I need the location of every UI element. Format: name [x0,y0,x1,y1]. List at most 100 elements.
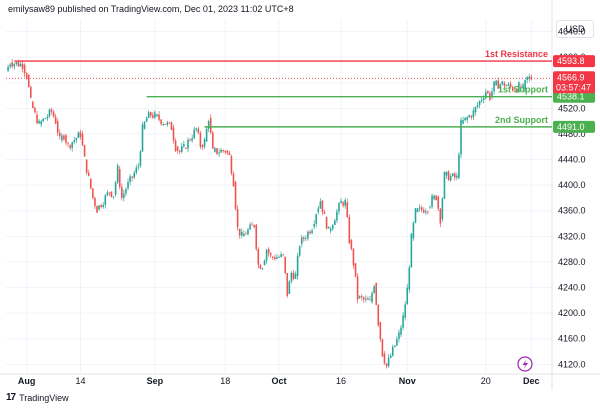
candle-body [468,115,471,118]
candle-body [509,83,512,87]
candle-body [437,196,440,209]
candle-body [178,150,181,152]
candle-body [141,124,144,152]
candles [7,58,533,369]
candle-body [391,346,394,356]
candle-body [342,202,344,206]
candle-body [480,99,483,102]
footer-brand[interactable]: TradingView [19,392,69,403]
candle-body [410,233,413,268]
candle-body [118,169,121,187]
candle-body [96,206,98,213]
candle-body [344,200,346,206]
candle-body [42,118,45,122]
candle-body [435,195,437,201]
candle-body [383,353,386,364]
candle-body [425,211,427,213]
lightning-event-icon[interactable] [517,356,533,372]
candle-body [396,338,398,346]
candle-body [81,133,84,146]
candle-body [207,121,210,129]
time-tick-label: Dec [523,376,540,386]
candle-body [472,110,475,118]
candle-body [524,79,526,90]
candle-body [462,120,464,124]
level-price-badge [553,120,595,133]
candle-body [526,76,528,80]
candle-body [381,339,384,357]
candle-body [158,114,160,120]
tradingview-logo[interactable]: 17 [6,392,16,403]
candle-body [13,63,16,67]
candle-body [408,267,411,290]
candle-body [89,178,92,189]
candle-body [253,225,255,228]
level-price-badge [553,55,595,68]
currency-button[interactable]: USD [556,20,594,38]
candle-body [520,86,522,89]
candle-body [274,257,276,259]
candle-body [336,211,338,221]
candle-body [54,116,57,124]
candle-body [100,205,102,207]
candle-body [460,119,462,155]
candle-body [389,355,392,358]
candle-body [85,159,88,173]
candle-body [226,150,229,153]
candle-body [340,200,342,204]
last-price-badge [553,71,595,94]
candle-body [511,86,514,91]
candle-body [503,83,506,87]
candle-body [466,117,469,120]
candle-body [222,149,224,152]
candle-body [317,208,320,212]
candle-body [516,89,518,93]
candle-body [338,203,340,212]
candle-body [193,129,196,139]
candle-body [65,135,67,143]
candle-body [259,265,262,269]
candle-body [367,298,369,300]
candle-body [245,233,247,235]
time-axis[interactable]: Aug 14 Sep 18 Oct 16 Nov 20 Dec [18,376,540,386]
candle-body [238,228,241,236]
time-tick-label: 20 [481,376,491,386]
candle-body [67,142,69,144]
candle-body [470,116,473,118]
candle-body [195,128,198,130]
candle-body [34,107,36,113]
candle-body [497,80,500,89]
price-tick-label: 4520.0 [558,103,586,113]
candle-body [176,146,179,151]
level-price-badge-text: 4538.1 [557,92,585,102]
candle-body [137,166,140,168]
candle-body [420,207,423,211]
candle-body [240,231,243,236]
candle-body [58,132,61,137]
candle-body [482,98,485,100]
candle-body [329,228,332,232]
candle-body [139,151,142,166]
candle-body [493,81,495,92]
candle-body [505,85,508,87]
candle-body [75,138,78,141]
candle-body [218,152,220,154]
candle-body [286,273,289,296]
candle-body [232,173,235,187]
candle-body [402,315,404,328]
candle-body [32,101,34,108]
candle-body [110,191,113,197]
footer: 17 TradingView [6,392,69,403]
publisher-line: emilysaw89 published on TradingView.com,… [8,4,294,14]
candle-body [209,117,212,133]
candle-body [456,175,458,178]
candle-body [152,114,154,118]
candle-body [143,121,146,129]
candle-body [40,121,42,125]
candle-body [174,140,177,151]
candle-body [112,196,115,198]
price-tick-label: 4320.0 [558,231,586,241]
candle-body [427,211,429,213]
candle-body [170,122,173,130]
